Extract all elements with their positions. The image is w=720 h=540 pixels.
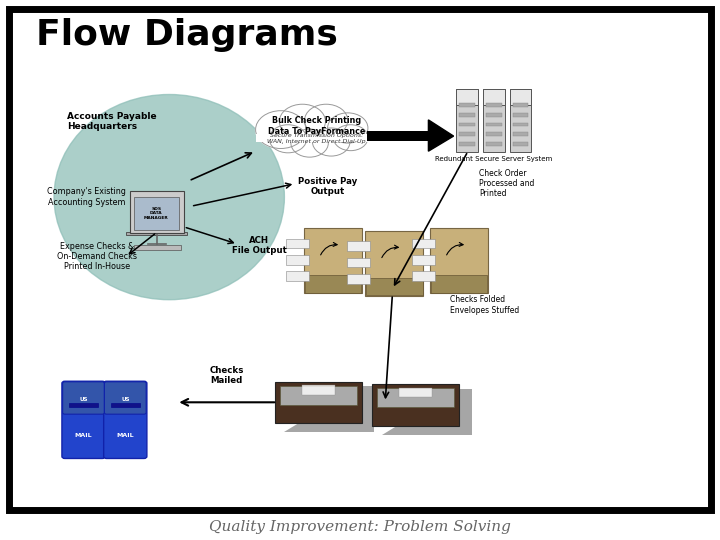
FancyBboxPatch shape: [365, 231, 423, 296]
Polygon shape: [284, 386, 374, 432]
Text: ACH
File Output: ACH File Output: [232, 236, 287, 255]
FancyBboxPatch shape: [130, 191, 184, 233]
FancyBboxPatch shape: [456, 89, 478, 105]
FancyBboxPatch shape: [111, 403, 140, 407]
FancyBboxPatch shape: [456, 89, 478, 152]
Circle shape: [305, 104, 348, 137]
FancyBboxPatch shape: [286, 255, 309, 265]
FancyBboxPatch shape: [399, 388, 432, 397]
Circle shape: [328, 113, 368, 143]
Text: Quality Improvement: Problem Solving: Quality Improvement: Problem Solving: [209, 519, 511, 534]
FancyBboxPatch shape: [62, 381, 105, 458]
FancyBboxPatch shape: [366, 278, 423, 295]
Ellipse shape: [54, 94, 284, 300]
FancyBboxPatch shape: [104, 382, 146, 414]
FancyBboxPatch shape: [286, 239, 309, 248]
FancyBboxPatch shape: [459, 123, 475, 126]
FancyBboxPatch shape: [486, 103, 502, 107]
FancyBboxPatch shape: [510, 89, 531, 105]
FancyBboxPatch shape: [347, 274, 370, 284]
FancyBboxPatch shape: [486, 113, 502, 117]
FancyBboxPatch shape: [459, 103, 475, 107]
FancyBboxPatch shape: [372, 384, 459, 426]
FancyBboxPatch shape: [513, 142, 528, 146]
Text: Bulk Check Printing
Data To PayFormance: Bulk Check Printing Data To PayFormance: [268, 116, 366, 136]
FancyBboxPatch shape: [134, 245, 181, 250]
FancyBboxPatch shape: [126, 232, 187, 235]
Text: MAIL: MAIL: [117, 434, 134, 438]
FancyBboxPatch shape: [280, 386, 357, 405]
FancyBboxPatch shape: [286, 271, 309, 281]
FancyBboxPatch shape: [513, 113, 528, 117]
FancyBboxPatch shape: [69, 403, 98, 407]
Text: Accounts Payable
Headquarters: Accounts Payable Headquarters: [67, 112, 156, 131]
Text: US: US: [79, 397, 88, 402]
FancyBboxPatch shape: [459, 132, 475, 136]
FancyBboxPatch shape: [486, 123, 502, 126]
FancyBboxPatch shape: [459, 113, 475, 117]
Text: MAIL: MAIL: [75, 434, 92, 438]
FancyBboxPatch shape: [483, 89, 505, 152]
Text: Redundant Secure Server System: Redundant Secure Server System: [435, 156, 552, 161]
FancyBboxPatch shape: [513, 123, 528, 126]
FancyBboxPatch shape: [134, 197, 179, 230]
Text: SDS
DATA
MANAGER: SDS DATA MANAGER: [144, 207, 168, 220]
FancyBboxPatch shape: [367, 131, 428, 141]
FancyBboxPatch shape: [513, 103, 528, 107]
Circle shape: [279, 104, 325, 139]
Text: Checks Folded
Envelopes Stuffed: Checks Folded Envelopes Stuffed: [450, 295, 519, 315]
FancyBboxPatch shape: [302, 386, 335, 395]
FancyBboxPatch shape: [431, 275, 487, 293]
FancyBboxPatch shape: [377, 388, 454, 407]
FancyBboxPatch shape: [430, 228, 488, 293]
Text: Positive Pay
Output: Positive Pay Output: [298, 177, 357, 196]
Text: Company's Existing
Accounting System: Company's Existing Accounting System: [47, 187, 126, 207]
FancyBboxPatch shape: [347, 241, 370, 251]
Circle shape: [269, 125, 307, 153]
FancyBboxPatch shape: [459, 142, 475, 146]
FancyBboxPatch shape: [483, 89, 505, 105]
FancyBboxPatch shape: [510, 89, 531, 152]
Text: Expense Checks &
On-Demand Checks
Printed In-House: Expense Checks & On-Demand Checks Printe…: [57, 241, 138, 272]
FancyBboxPatch shape: [347, 258, 370, 267]
FancyBboxPatch shape: [412, 271, 435, 281]
FancyBboxPatch shape: [104, 381, 147, 458]
FancyBboxPatch shape: [275, 382, 362, 423]
FancyBboxPatch shape: [412, 239, 435, 248]
Circle shape: [312, 128, 350, 156]
FancyBboxPatch shape: [256, 134, 374, 142]
Text: Checks
Mailed: Checks Mailed: [210, 366, 244, 385]
Polygon shape: [382, 389, 472, 435]
Polygon shape: [428, 120, 454, 151]
Text: Secure Transmission Options:
WAN, Internet or Direct Dial-Up: Secure Transmission Options: WAN, Intern…: [268, 133, 366, 144]
Text: Check Order
Processed and
Printed: Check Order Processed and Printed: [479, 168, 534, 199]
FancyBboxPatch shape: [486, 132, 502, 136]
Text: US: US: [121, 397, 130, 402]
FancyBboxPatch shape: [304, 228, 362, 293]
Circle shape: [256, 111, 306, 148]
FancyBboxPatch shape: [486, 142, 502, 146]
FancyBboxPatch shape: [412, 255, 435, 265]
FancyBboxPatch shape: [305, 275, 361, 293]
Circle shape: [291, 129, 328, 157]
Text: Flow Diagrams: Flow Diagrams: [36, 18, 338, 52]
FancyBboxPatch shape: [63, 382, 104, 414]
FancyBboxPatch shape: [513, 132, 528, 136]
Circle shape: [333, 125, 368, 151]
